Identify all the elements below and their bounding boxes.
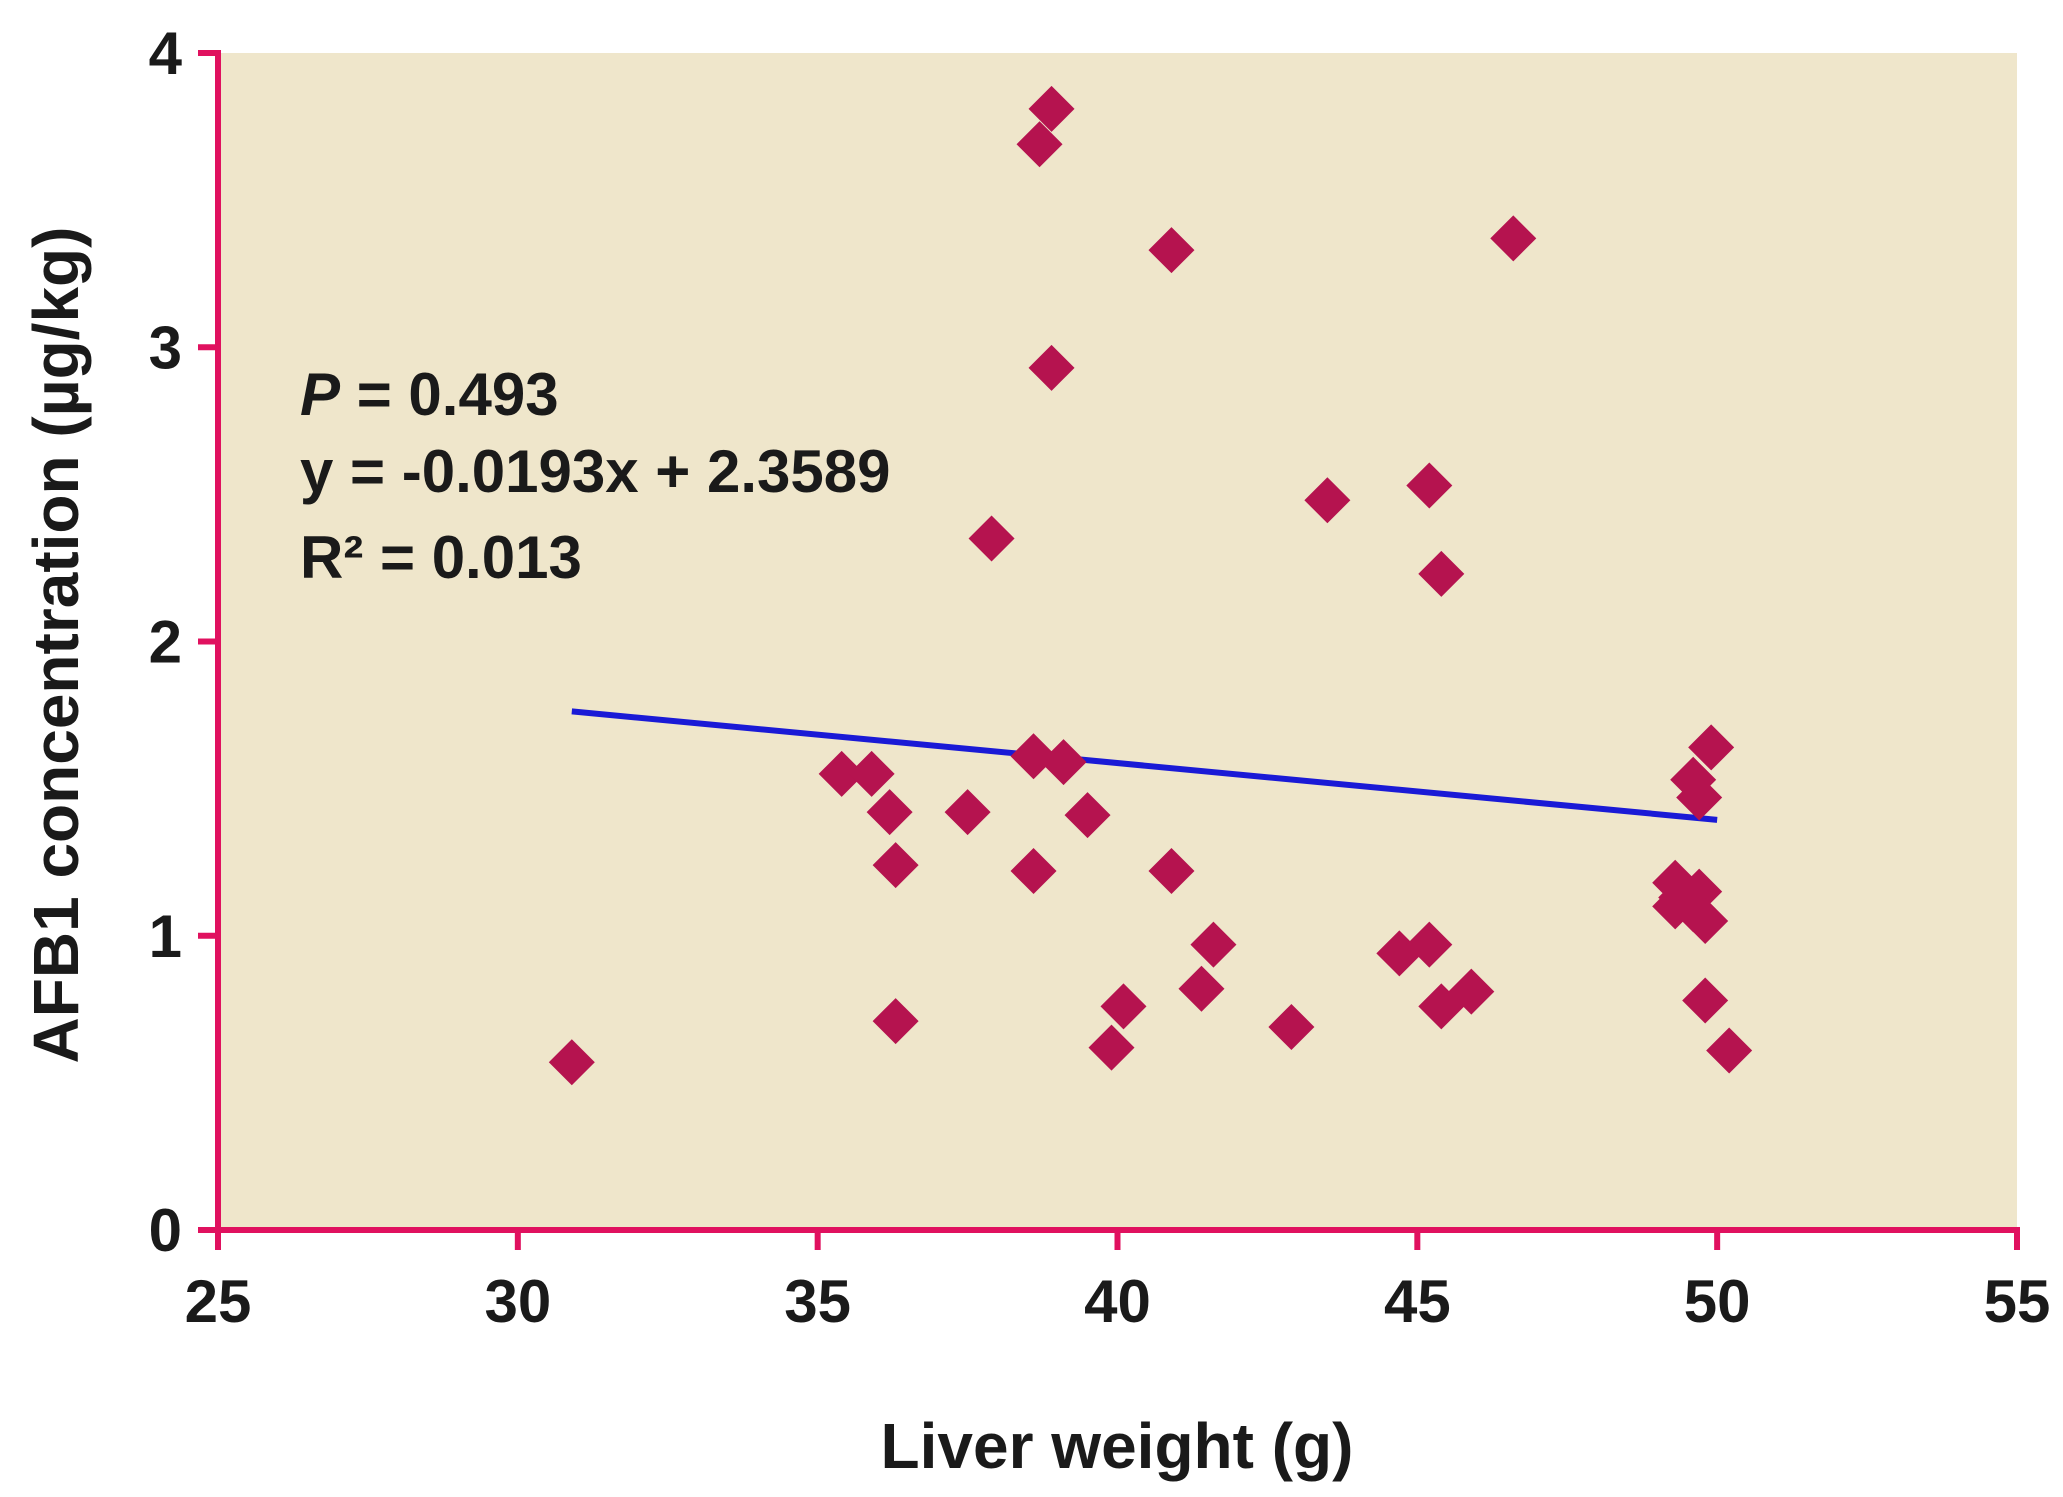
data-point xyxy=(1682,898,1729,945)
x-tick-label: 50 xyxy=(1684,1268,1751,1335)
regression-equation: y = -0.0193x + 2.3589 xyxy=(300,438,891,505)
x-tick-label: 35 xyxy=(784,1268,851,1335)
data-point xyxy=(1028,344,1075,391)
p-value: = 0.493 xyxy=(340,361,559,428)
x-tick-label: 45 xyxy=(1384,1268,1451,1335)
data-point xyxy=(1148,848,1195,895)
data-point xyxy=(866,789,913,836)
data-point xyxy=(1148,227,1195,274)
y-tick-label: 0 xyxy=(149,1197,182,1264)
data-point xyxy=(1688,724,1735,771)
data-point xyxy=(1406,462,1453,509)
data-point xyxy=(1190,921,1237,968)
data-points xyxy=(548,85,1753,1086)
trendline xyxy=(571,708,1718,823)
data-point xyxy=(1088,1024,1135,1071)
x-tick-label: 55 xyxy=(1984,1268,2051,1335)
data-point xyxy=(1304,477,1351,524)
y-tick-label: 4 xyxy=(149,20,183,87)
x-tick-label: 30 xyxy=(484,1268,551,1335)
data-point xyxy=(848,750,895,797)
y-tick-label: 1 xyxy=(149,903,182,970)
data-point xyxy=(1706,1027,1753,1074)
data-point xyxy=(1040,739,1087,786)
data-point xyxy=(872,998,919,1045)
x-axis-title: Liver weight (g) xyxy=(881,1410,1354,1482)
data-point xyxy=(1448,968,1495,1015)
data-point xyxy=(1268,1003,1315,1050)
data-point xyxy=(1010,733,1057,780)
y-tick-label: 2 xyxy=(149,609,182,676)
data-point xyxy=(1406,921,1453,968)
data-point xyxy=(1418,550,1465,597)
x-tick-label: 40 xyxy=(1084,1268,1151,1335)
p-label: P xyxy=(300,361,341,428)
data-point xyxy=(1100,983,1147,1030)
data-point xyxy=(968,515,1015,562)
data-point xyxy=(818,750,865,797)
data-point xyxy=(1016,121,1063,168)
y-axis-title: AFB1 concentration (µg/kg) xyxy=(20,227,92,1064)
r-squared-annotation: R² = 0.013 xyxy=(300,524,582,591)
data-point xyxy=(548,1039,595,1086)
trendline-layer xyxy=(571,708,1718,823)
data-point xyxy=(1676,868,1723,915)
data-point xyxy=(1178,965,1225,1012)
y-tick-label: 3 xyxy=(149,314,182,381)
data-point xyxy=(944,789,991,836)
data-point xyxy=(1676,774,1723,821)
data-point xyxy=(1490,215,1537,262)
y-axis-ticks: 0 1 2 3 4 xyxy=(149,20,218,1264)
p-value-annotation: P = 0.493 xyxy=(300,361,559,428)
data-point xyxy=(1682,977,1729,1024)
data-point xyxy=(1064,792,1111,839)
x-axis-ticks: 25 30 35 40 45 50 55 xyxy=(185,1230,2051,1335)
data-point xyxy=(1028,85,1075,132)
data-point xyxy=(1010,848,1057,895)
data-point xyxy=(872,842,919,889)
x-tick-label: 25 xyxy=(185,1268,252,1335)
